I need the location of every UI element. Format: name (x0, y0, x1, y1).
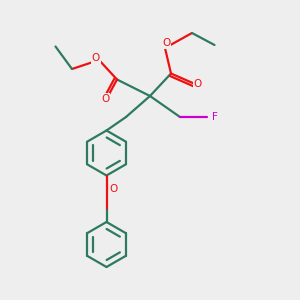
Text: O: O (101, 94, 109, 104)
Text: F: F (212, 112, 218, 122)
Text: O: O (194, 79, 202, 89)
Text: O: O (110, 184, 118, 194)
Text: O: O (92, 53, 100, 64)
Text: O: O (162, 38, 171, 49)
